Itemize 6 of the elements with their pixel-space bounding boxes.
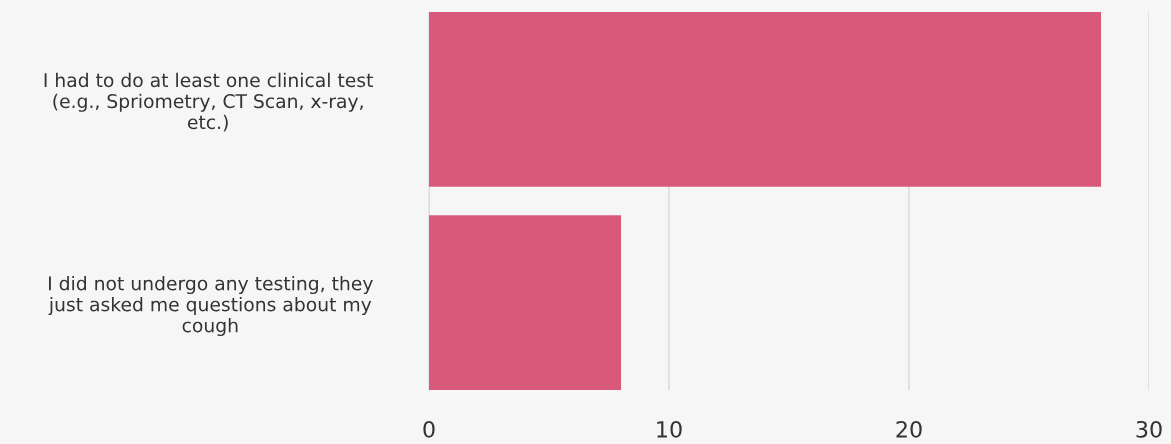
y-tick-label: I did not undergo any testing, they just asked me questions about my cough	[48, 275, 373, 337]
y-tick-label: I had to do at least one clinical test (e.g., Spriometry, CT Scan, x-ray, etc.)	[44, 72, 373, 132]
x-tick-label: 0	[423, 420, 435, 438]
x-tick-label: 30	[1136, 420, 1162, 438]
x-tick-label: 20	[896, 420, 922, 438]
x-tick-label: 10	[657, 420, 682, 438]
